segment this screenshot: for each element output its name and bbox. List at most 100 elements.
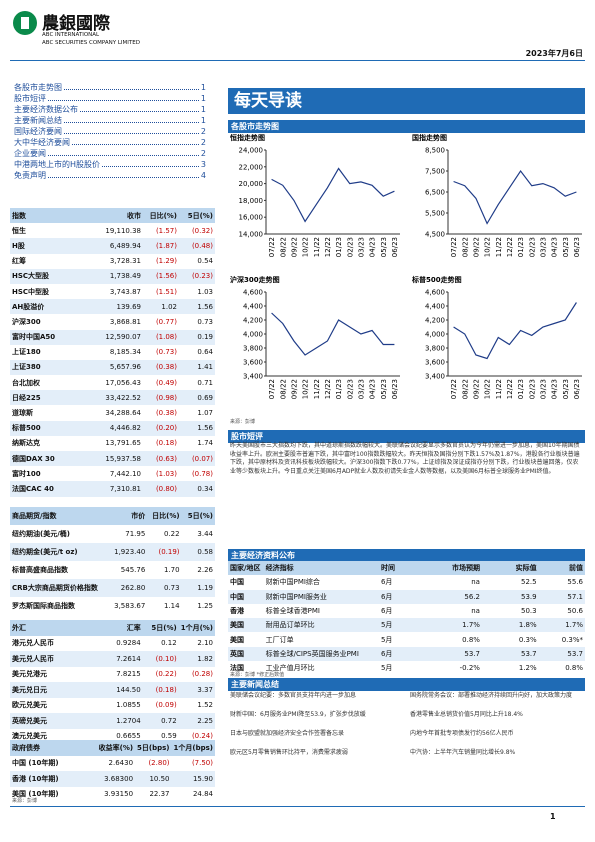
- cell: (1.57): [155, 226, 177, 235]
- news-item: 财新中国：6月服务业PMI降至53.9，扩张步伐放缓: [230, 711, 366, 718]
- line: [271, 167, 395, 223]
- y-tick-label: 5,500: [425, 210, 445, 218]
- rule: [10, 806, 585, 807]
- cell: 53.9: [481, 589, 539, 604]
- cell: 6月: [380, 607, 393, 616]
- cell: 1.19: [181, 579, 215, 597]
- cell: 工厂订单: [265, 635, 294, 644]
- y-tick-label: 16,000: [239, 214, 264, 222]
- row: 法国CAC 40 7,310.81 (0.80) 0.34: [10, 481, 215, 497]
- news-item: 香港零售业总销货价值5月同比上升18.4%: [410, 711, 523, 718]
- cell: (1.51): [155, 287, 177, 296]
- row: 标普高盛商品指数 545.76 1.70 2.26: [10, 561, 215, 579]
- toc-label: 股市短评: [14, 94, 46, 103]
- row: HSC大型股 1,738.49 (1.56) (0.23): [10, 268, 215, 284]
- x-tick-label: 03/23: [539, 379, 547, 399]
- x-tick-label: 12/22: [324, 379, 332, 399]
- y-tick-label: 3,400: [243, 373, 263, 381]
- cell: 0.59: [161, 732, 177, 741]
- y-tick-label: 8,500: [425, 147, 445, 155]
- cell: 港元兑人民币: [12, 639, 54, 648]
- chart-title: 恒指走势图: [229, 134, 265, 142]
- cell: (0.73): [155, 348, 177, 357]
- line: [271, 312, 395, 356]
- row: 美国 耐用品订单环比 5月 1.7% 1.8% 1.7%: [228, 618, 585, 633]
- news-item: 美联储会议纪要：多数官员支持年内进一步加息: [230, 692, 357, 699]
- cell: 标普全球香港PMI: [265, 607, 320, 616]
- row: 纽约期金(美元/t oz) 1,923.40 (0.19) 0.58: [10, 543, 215, 561]
- cell: 富时100: [12, 469, 41, 478]
- cell: 0.58: [181, 543, 215, 561]
- fx-table: 外汇 汇率 5日(%) 1个月(%) 港元兑人民币 0.9284 0.12 2.10 美元兑人民…: [10, 620, 215, 744]
- toc-label: 中港两地上市的H股股价: [14, 160, 101, 169]
- toc-leader: [102, 159, 199, 167]
- cell: 0.9284: [116, 639, 141, 648]
- row: 英国 标普全球/CIPS英国服务业PMI 6月 53.7 53.7 53.7: [228, 646, 585, 662]
- cell: 澳元兑美元: [12, 732, 47, 741]
- row: 香港 标普全球香港PMI 6月 na 50.3 50.6: [228, 604, 585, 618]
- company-en: ABC INTERNATIONAL: [42, 32, 100, 38]
- toc: 各股市走势图 1 股市短评 1 主要经济数据公布 1 主要新闻总结 1 国际经济要闻 2 大中华经济…: [14, 82, 206, 181]
- cell: 2.6430: [108, 759, 134, 768]
- cell: (0.32): [191, 226, 213, 235]
- toc-item: 各股市走势图 1: [14, 82, 206, 93]
- x-tick-label: 11/22: [495, 237, 503, 257]
- header-row: 国家/地区 经济指标 时间 市场预期 实际值 前值: [228, 561, 585, 576]
- x-tick-label: 07/22: [268, 379, 276, 399]
- row: 美国 (10年期) 3.93150 22.37 24.84: [10, 787, 215, 803]
- cell: 3,868.81: [109, 317, 141, 326]
- row: 美元兑日元 144.50 (0.18) 3.37: [10, 682, 215, 698]
- cell: (1.03): [155, 469, 177, 478]
- cell: 1.07: [197, 409, 213, 418]
- section-bar: 股市短评: [228, 430, 585, 443]
- cell: 法国: [230, 664, 244, 673]
- row: AH股溢价 139.69 1.02 1.56: [10, 299, 215, 315]
- x-tick-label: 08/22: [461, 379, 469, 399]
- x-tick-label: 06/23: [391, 379, 399, 399]
- cell: (1.08): [143, 329, 179, 345]
- cell: 6月: [378, 646, 421, 662]
- cell: 1.74: [197, 439, 213, 448]
- x-tick-label: 10/22: [302, 237, 310, 257]
- cell: 1.70: [163, 566, 180, 574]
- table: 政府债券 收益率(%) 5日(bps) 1个月(bps) 中国 (10年期) 2.6430…: [10, 740, 215, 802]
- cell: 144.50: [87, 682, 143, 698]
- toc-item: 免责声明 4: [14, 170, 206, 181]
- row: 上证180 8,185.34 (0.73) 0.64: [10, 345, 215, 360]
- cell: (0.18): [155, 439, 177, 448]
- x-tick-label: 02/23: [346, 237, 354, 257]
- x-tick-label: 06/23: [573, 379, 581, 399]
- x-tick-label: 12/22: [506, 237, 514, 257]
- cell: 0.22: [163, 530, 180, 538]
- news-item: 国务院常务会议：部署推动经济持续回升向好，加大政策力度: [410, 692, 573, 699]
- cell: 3.68300: [83, 771, 136, 787]
- cell: 上证180: [12, 348, 41, 357]
- cell: 富时中国A50: [10, 329, 88, 345]
- chart-title: 国指走势图: [412, 134, 447, 142]
- toc-page: 3: [200, 160, 206, 169]
- commentary: 昨天美国股市三大指数均下跌，其中道琼斯指数跌幅较大。美联储会议纪要显示多数官员认…: [230, 442, 580, 475]
- charts: 恒指走势图 14,000 16,000 18,000 20,000 22,000 24,00…: [229, 134, 582, 399]
- cell: 52.5: [521, 578, 537, 587]
- cell: 财新中国PMI综合: [265, 578, 320, 587]
- cell: 1.41: [179, 359, 215, 376]
- toc-page: 1: [200, 83, 206, 92]
- toc-label: 企业要闻: [14, 149, 46, 158]
- header-cell: 实际值: [481, 561, 539, 576]
- cell: 0.71: [197, 378, 213, 387]
- x-tick-label: 08/22: [461, 237, 469, 257]
- row: H股 6,489.94 (1.87) (0.48): [10, 238, 215, 254]
- x-tick-label: 01/23: [517, 237, 525, 257]
- header-cell: 1个月(%): [178, 620, 215, 636]
- cell: HSC中型股: [12, 287, 50, 296]
- x-tick-label: 03/23: [357, 379, 365, 399]
- line: [453, 302, 577, 360]
- cell: (0.28): [191, 670, 213, 679]
- row: 上证380 5,657.96 (0.38) 1.41: [10, 359, 215, 376]
- cell: (2.80): [148, 759, 170, 768]
- cell: 262.80: [99, 579, 148, 597]
- y-tick-label: 18,000: [239, 197, 264, 205]
- cell: (0.10): [142, 651, 179, 667]
- cell: 1.2%: [518, 664, 537, 673]
